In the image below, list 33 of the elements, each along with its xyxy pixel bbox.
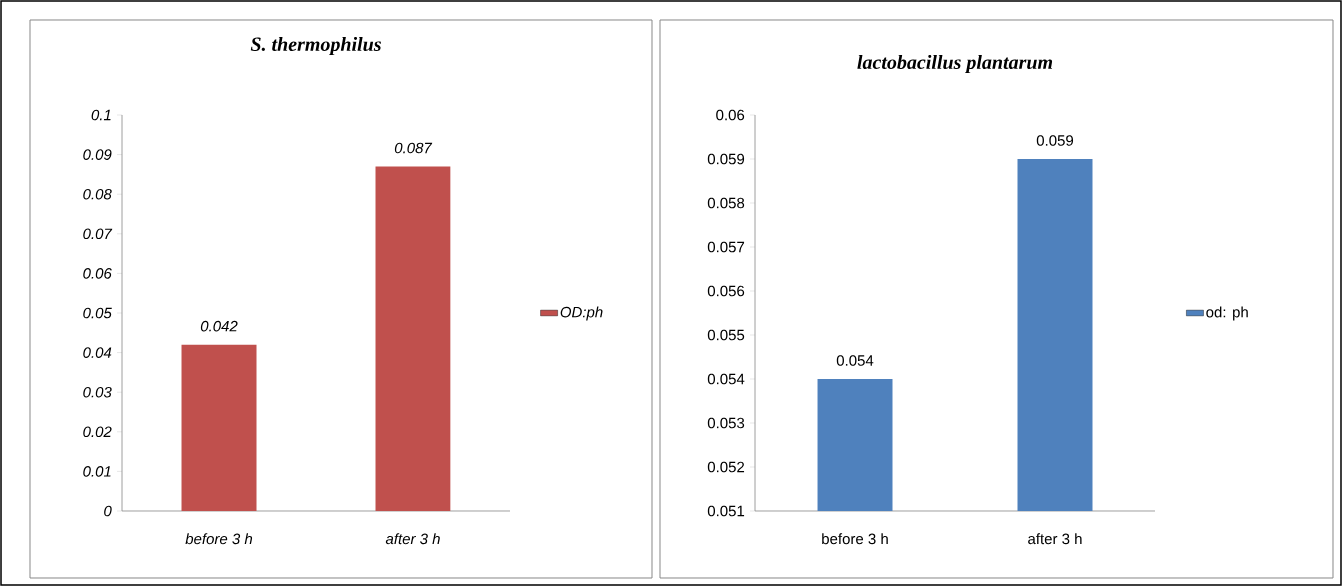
legend-label: OD:ph — [560, 306, 603, 321]
y-tick-label: 0.04 — [83, 347, 112, 358]
y-tick-label: 0.056 — [707, 285, 745, 297]
y-tick-label: 0 — [104, 505, 112, 517]
y-tick-label: 0.06 — [83, 268, 112, 279]
y-tick-label: 0.051 — [707, 505, 745, 517]
data-label: 0.042 — [200, 320, 238, 332]
y-tick-label: 0.09 — [83, 149, 112, 160]
y-tick-label: 0.053 — [707, 417, 745, 429]
y-tick-label: 0.01 — [83, 466, 111, 477]
x-tick-label: after 3 h — [1028, 533, 1082, 545]
y-tick-label: 0.055 — [707, 329, 745, 341]
y-tick-label: 0.1 — [91, 109, 111, 121]
x-tick-label: before 3 h — [822, 533, 888, 545]
x-tick-label: before 3 h — [185, 533, 253, 545]
chart-title: S. thermophilus — [250, 36, 381, 56]
x-tick-label: after 3 h — [385, 533, 440, 545]
y-tick-label: 0.06 — [716, 109, 745, 121]
y-tick-label: 0.052 — [707, 461, 745, 473]
data-label: 0.054 — [836, 355, 874, 366]
data-label: 0.087 — [394, 142, 433, 154]
y-tick-label: 0.08 — [83, 188, 112, 200]
y-tick-label: 0.03 — [83, 386, 112, 398]
y-tick-label: 0.05 — [83, 307, 112, 319]
y-tick-label: 0.057 — [707, 241, 745, 253]
y-tick-label: 0.07 — [83, 228, 113, 240]
legend-label: od: ph — [1206, 306, 1248, 321]
y-tick-label: 0.058 — [707, 197, 745, 209]
y-tick-label: 0.059 — [707, 153, 745, 165]
y-tick-label: 0.02 — [83, 426, 112, 438]
chart-title: lactobacillus plantarum — [857, 54, 1053, 74]
y-tick-label: 0.054 — [707, 373, 745, 385]
data-label: 0.059 — [1036, 135, 1074, 146]
